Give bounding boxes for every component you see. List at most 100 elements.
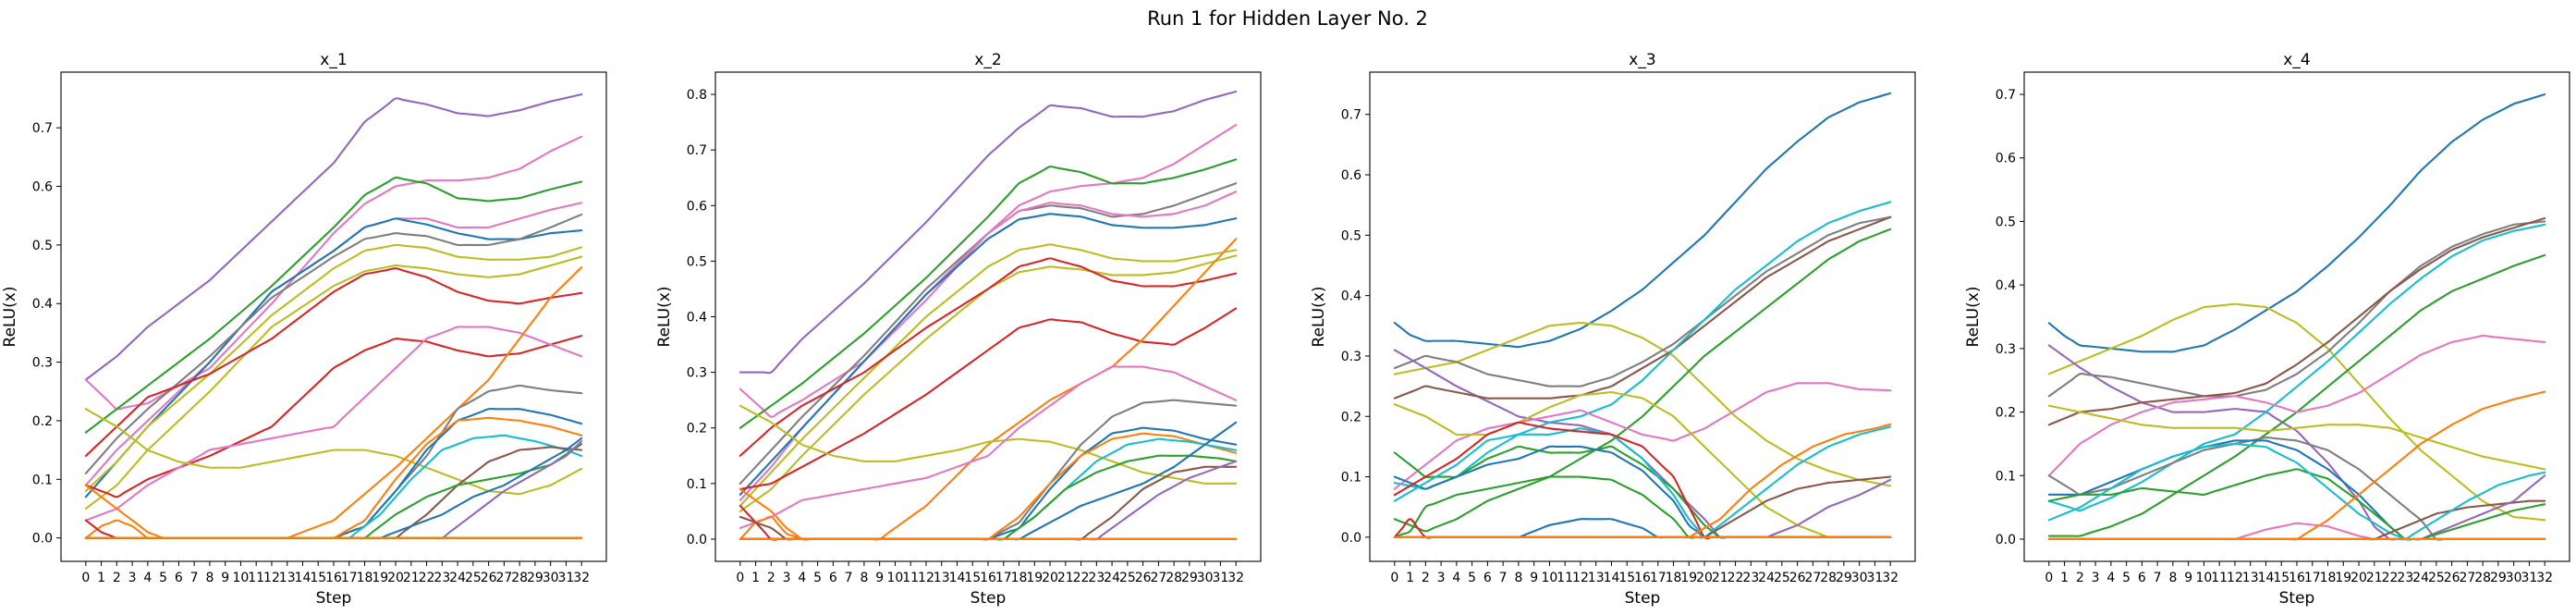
x-tick-label: 14 bbox=[949, 571, 966, 585]
y-axis-label: ReLU(x) bbox=[1964, 287, 1983, 348]
x-tick-label: 21 bbox=[2366, 571, 2383, 585]
series-line-15 bbox=[2047, 390, 2546, 541]
series-line-12 bbox=[739, 404, 1238, 485]
x-tick-label: 22 bbox=[419, 571, 435, 585]
x-tick-label: 13 bbox=[1588, 571, 1605, 585]
x-tick-label: 1 bbox=[1406, 571, 1414, 585]
x-tick-label: 26 bbox=[2444, 571, 2460, 585]
y-tick-label: 0.6 bbox=[687, 199, 707, 214]
x-tick-label: 20 bbox=[1696, 571, 1713, 585]
series-line-6 bbox=[1393, 201, 1892, 490]
y-tick-label: 0.7 bbox=[32, 121, 53, 136]
y-axis-label: ReLU(x) bbox=[1310, 287, 1328, 348]
series-line-1 bbox=[1393, 92, 1892, 349]
series-line-2 bbox=[2047, 302, 2546, 522]
series-line-10 bbox=[84, 335, 583, 498]
series-line-6 bbox=[2047, 223, 2546, 512]
x-tick-label: 28 bbox=[1820, 571, 1837, 585]
subplot-x_1: x_10 1 2 3 4 5 6 7 8 9 101112131415161718192021222… bbox=[1, 51, 607, 608]
x-tick-label: 3 bbox=[128, 571, 137, 585]
y-tick-label: 0.6 bbox=[1996, 152, 2016, 166]
y-tick-label: 0.5 bbox=[687, 254, 707, 269]
y-tick-label: 0.1 bbox=[1341, 471, 1361, 486]
x-tick-label: 30 bbox=[543, 571, 559, 585]
series-line-14 bbox=[739, 399, 1238, 541]
x-tick-label: 2 bbox=[1422, 571, 1430, 585]
x-tick-label: 17 bbox=[2304, 571, 2321, 585]
x-tick-label: 5 bbox=[2122, 571, 2130, 585]
x-tick-label: 4 bbox=[1452, 571, 1460, 585]
series-line-7 bbox=[739, 243, 1238, 507]
y-tick-label: 0.1 bbox=[1996, 469, 2016, 484]
y-axis-label: ReLU(x) bbox=[1, 287, 19, 348]
x-tick-label: 7 bbox=[845, 571, 853, 585]
x-tick-label: 10 bbox=[233, 571, 250, 585]
y-tick-label: 0.3 bbox=[687, 366, 707, 381]
x-tick-label: 8 bbox=[2168, 571, 2177, 585]
series-line-8 bbox=[1393, 382, 1892, 490]
y-tick-label: 0.8 bbox=[687, 88, 707, 103]
x-tick-label: 28 bbox=[511, 571, 528, 585]
x-tick-label: 10 bbox=[1542, 571, 1558, 585]
x-tick-label: 28 bbox=[2474, 571, 2491, 585]
series-line-14 bbox=[2047, 522, 2546, 541]
x-tick-label: 26 bbox=[1135, 571, 1152, 585]
x-tick-label: 14 bbox=[1604, 571, 1620, 585]
series-line-6 bbox=[739, 213, 1238, 496]
x-tick-label: 31 bbox=[558, 571, 575, 585]
x-tick-label: 18 bbox=[357, 571, 373, 585]
x-tick-label: 31 bbox=[1213, 571, 1229, 585]
x-tick-label: 28 bbox=[1166, 571, 1182, 585]
x-tick-label: 31 bbox=[1867, 571, 1884, 585]
x-tick-label: 5 bbox=[159, 571, 167, 585]
x-tick-label: 32 bbox=[1882, 571, 1898, 585]
series-line-3 bbox=[739, 158, 1238, 429]
x-tick-label: 12 bbox=[2227, 571, 2243, 585]
y-tick-label: 0.0 bbox=[32, 532, 53, 547]
x-tick-label: 16 bbox=[2289, 571, 2305, 585]
y-tick-label: 0.5 bbox=[32, 239, 53, 253]
y-tick-label: 0.5 bbox=[1341, 228, 1361, 243]
series-line-11 bbox=[84, 326, 583, 522]
y-tick-label: 0.3 bbox=[1996, 342, 2016, 357]
x-tick-label: 6 bbox=[1483, 571, 1492, 585]
x-tick-label: 6 bbox=[175, 571, 183, 585]
y-tick-label: 0.7 bbox=[687, 143, 707, 158]
series-line-1 bbox=[2047, 93, 2546, 353]
series-line-5 bbox=[1393, 215, 1892, 400]
x-tick-label: 12 bbox=[1572, 571, 1589, 585]
x-tick-label: 29 bbox=[1181, 571, 1198, 585]
x-tick-label: 20 bbox=[387, 571, 404, 585]
x-tick-label: 29 bbox=[2490, 571, 2507, 585]
series-line-2 bbox=[1393, 321, 1892, 487]
x-tick-label: 24 bbox=[1104, 571, 1120, 585]
series-line-13 bbox=[84, 265, 583, 539]
x-tick-label: 6 bbox=[829, 571, 837, 585]
x-tick-label: 5 bbox=[813, 571, 822, 585]
series-line-21 bbox=[84, 440, 583, 540]
x-tick-label: 23 bbox=[2397, 571, 2413, 585]
series-line-4 bbox=[84, 202, 583, 486]
series-line-19 bbox=[84, 443, 583, 540]
subplot-x_3: x_30 1 2 3 4 5 6 7 8 9 101112131415161718192021222… bbox=[1310, 51, 1916, 608]
y-axis-label: ReLU(x) bbox=[655, 287, 674, 348]
y-tick-label: 0.6 bbox=[32, 180, 53, 195]
series-line-9 bbox=[739, 257, 1238, 457]
x-tick-label: 20 bbox=[2350, 571, 2367, 585]
series-line-7 bbox=[84, 243, 583, 493]
x-tick-label: 7 bbox=[190, 571, 199, 585]
series-line-15 bbox=[84, 407, 583, 539]
subplot-title: x_4 bbox=[2283, 51, 2310, 69]
x-tick-label: 15 bbox=[964, 571, 981, 585]
x-tick-label: 0 bbox=[736, 571, 744, 585]
x-tick-label: 21 bbox=[1057, 571, 1074, 585]
series-line-11 bbox=[739, 238, 1238, 541]
y-tick-label: 0.4 bbox=[32, 297, 53, 312]
x-tick-label: 20 bbox=[1042, 571, 1058, 585]
x-tick-label: 7 bbox=[1499, 571, 1508, 585]
y-tick-label: 0.0 bbox=[687, 533, 707, 547]
x-tick-label: 30 bbox=[1197, 571, 1214, 585]
series-line-9 bbox=[84, 267, 583, 458]
x-tick-label: 11 bbox=[2211, 571, 2228, 585]
subplot-title: x_2 bbox=[974, 51, 1001, 69]
